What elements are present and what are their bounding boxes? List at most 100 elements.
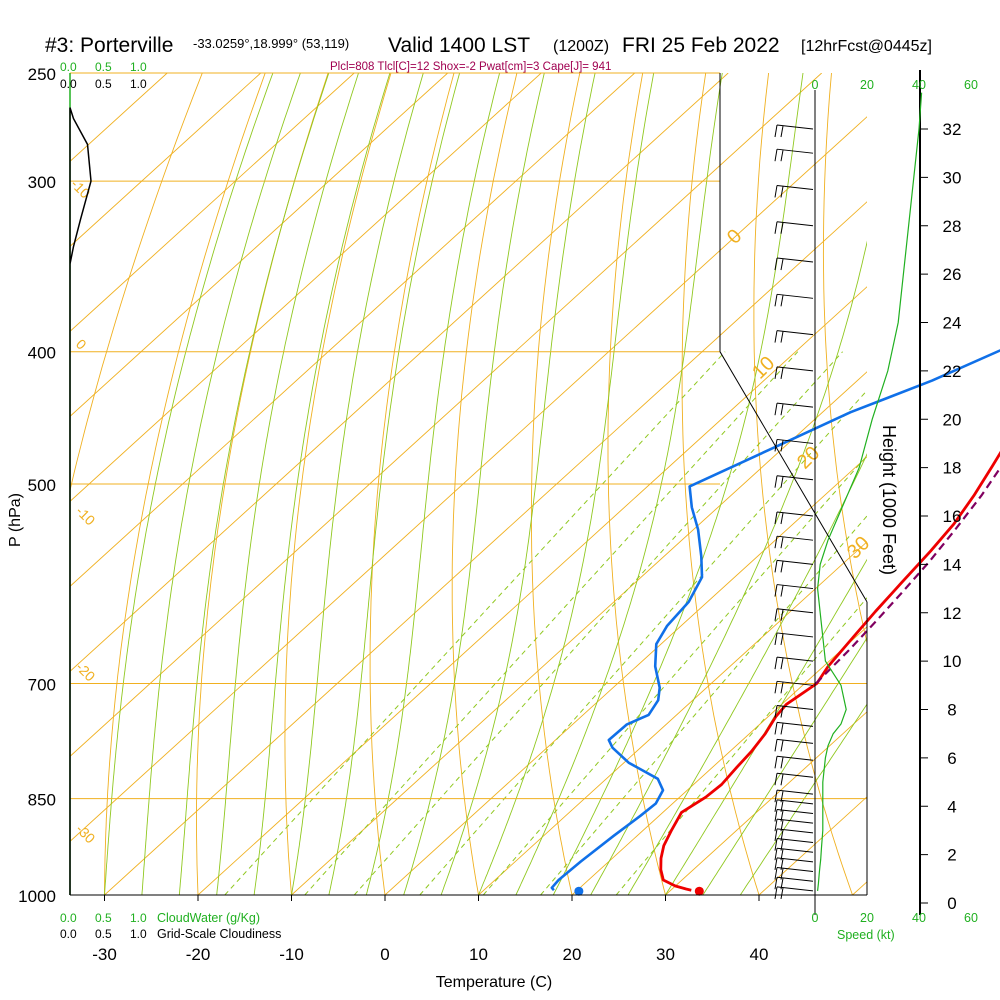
cloud-scale-label: 1.0: [130, 60, 147, 74]
wind-barb: [774, 772, 814, 786]
wind-barb: [774, 680, 814, 694]
height-tick-label: 28: [943, 217, 962, 236]
wind-barb: [774, 867, 814, 880]
speed-tick-label-top: 0: [812, 78, 819, 92]
height-axis-label: Height (1000 Feet): [879, 425, 899, 575]
wind-barb: [774, 148, 814, 162]
wind-barb: [774, 886, 814, 899]
height-tick-label: 6: [947, 749, 956, 768]
dry-adiabat: [753, 73, 853, 895]
speed-tick-label-top: 60: [964, 78, 978, 92]
speed-tick-label-top: 40: [912, 78, 926, 92]
height-tick-label: 12: [943, 604, 962, 623]
cloud-scale-label: 0.0: [60, 60, 77, 74]
height-tick-label: 10: [943, 652, 962, 671]
dry-adiabat: [891, 73, 1000, 895]
mixing-ratio-label: 3: [343, 902, 359, 917]
cloud-scale-label: 0.0: [60, 927, 77, 941]
isotherm-line: [291, 371, 867, 895]
wind-barb: [774, 438, 814, 452]
isotherm-line: [478, 541, 867, 895]
moist-adiabat: [515, 73, 723, 895]
mixing-ratio-line: [615, 597, 867, 895]
isotherm-label: -10: [68, 176, 94, 202]
cloud-scale-label: 0.0: [60, 77, 77, 91]
height-tick-label: 8: [947, 701, 956, 720]
wind-barb: [774, 789, 814, 803]
chart-axes: -30 -20 -10 0 10 20 30 400102030-100-10-20-300.…: [60, 60, 874, 964]
moist-adiabat: [440, 73, 596, 895]
dry-adiabat: [284, 73, 392, 895]
height-tick-label: 4: [947, 797, 956, 816]
cloud-scale-label: 0.5: [95, 77, 112, 91]
pressure-tick-label: 1000: [18, 887, 56, 906]
speed-tick-label-bottom: 40: [912, 911, 926, 925]
height-tick-label: 26: [943, 265, 962, 284]
moist-adiabat: [403, 73, 545, 895]
wind-barb: [774, 876, 814, 890]
y-axis-label: P (hPa): [7, 493, 24, 547]
wind-barb: [774, 838, 814, 851]
height-tick-label: 2: [947, 846, 956, 865]
mixing-ratio-label: 2: [294, 902, 310, 917]
cloud-scale-label: 0.0: [60, 911, 77, 925]
dry-adiabat: [822, 73, 867, 645]
surface-dewpoint-dot: [574, 886, 584, 896]
wind-barb: [774, 221, 814, 234]
height-tick-label: 20: [943, 410, 962, 429]
wind-barb: [774, 738, 814, 752]
height-tick-label: 0: [947, 894, 956, 913]
height-tick-label: 16: [943, 507, 962, 526]
height-tick-label: 32: [943, 120, 962, 139]
wind-barb: [774, 847, 814, 861]
wind-barb: [774, 257, 814, 271]
height-tick-label: 18: [943, 459, 962, 478]
moist-adiabat: [291, 73, 424, 895]
cloudiness-label: Grid-Scale Cloudiness: [157, 927, 281, 941]
speed-label: Speed (kt): [837, 928, 895, 942]
dewpoint-line: [550, 349, 1000, 892]
valid-date: FRI 25 Feb 2022: [622, 34, 780, 57]
dry-adiabat: [196, 73, 329, 895]
moist-adiabat: [365, 73, 501, 895]
station-title: #3: Porterville: [45, 34, 173, 57]
x-tick-label: -30: [92, 945, 117, 964]
pressure-tick-label: 300: [28, 173, 56, 192]
right-boundary-slant: [719, 351, 868, 603]
cloud-scale-label: 1.0: [130, 77, 147, 91]
moist-adiabat: [216, 73, 359, 895]
wind-barb: [774, 584, 814, 597]
zulu-time: (1200Z): [553, 38, 609, 55]
dry-adiabat: [369, 73, 455, 895]
moist-adiabat: [627, 453, 867, 895]
cloud-water-label: CloudWater (g/Kg): [157, 911, 260, 925]
wind-barb: [774, 809, 814, 822]
wind-barb: [774, 184, 814, 198]
mixing-ratio-label: 12: [529, 896, 550, 917]
wind-barb: [774, 721, 814, 735]
wind-barb: [774, 632, 814, 646]
x-tick-label: -20: [186, 945, 211, 964]
wind-barb: [774, 330, 814, 343]
parcel-line: [815, 466, 1000, 685]
moist-adiabat: [104, 73, 274, 895]
isotherm-line: [70, 73, 262, 247]
wind-barb: [774, 799, 814, 812]
speed-tick-label-bottom: 20: [860, 911, 874, 925]
wind-barb: [774, 559, 814, 573]
isotherm-line: [70, 73, 355, 332]
dry-adiabat: [957, 73, 1000, 895]
moist-adiabat: [552, 73, 804, 895]
cloud-scale-label: 0.5: [95, 927, 112, 941]
isotherm-label: -10: [73, 503, 99, 529]
mixing-ratio-line: [304, 351, 799, 895]
x-tick-label: 10: [469, 945, 488, 964]
wind-barb: [774, 293, 814, 307]
isotherm-line: [852, 881, 867, 895]
speed-tick-label-top: 20: [860, 78, 874, 92]
height-tick-label: 24: [943, 314, 962, 333]
wind-barb: [774, 366, 814, 379]
height-tick-label: 14: [943, 555, 962, 574]
